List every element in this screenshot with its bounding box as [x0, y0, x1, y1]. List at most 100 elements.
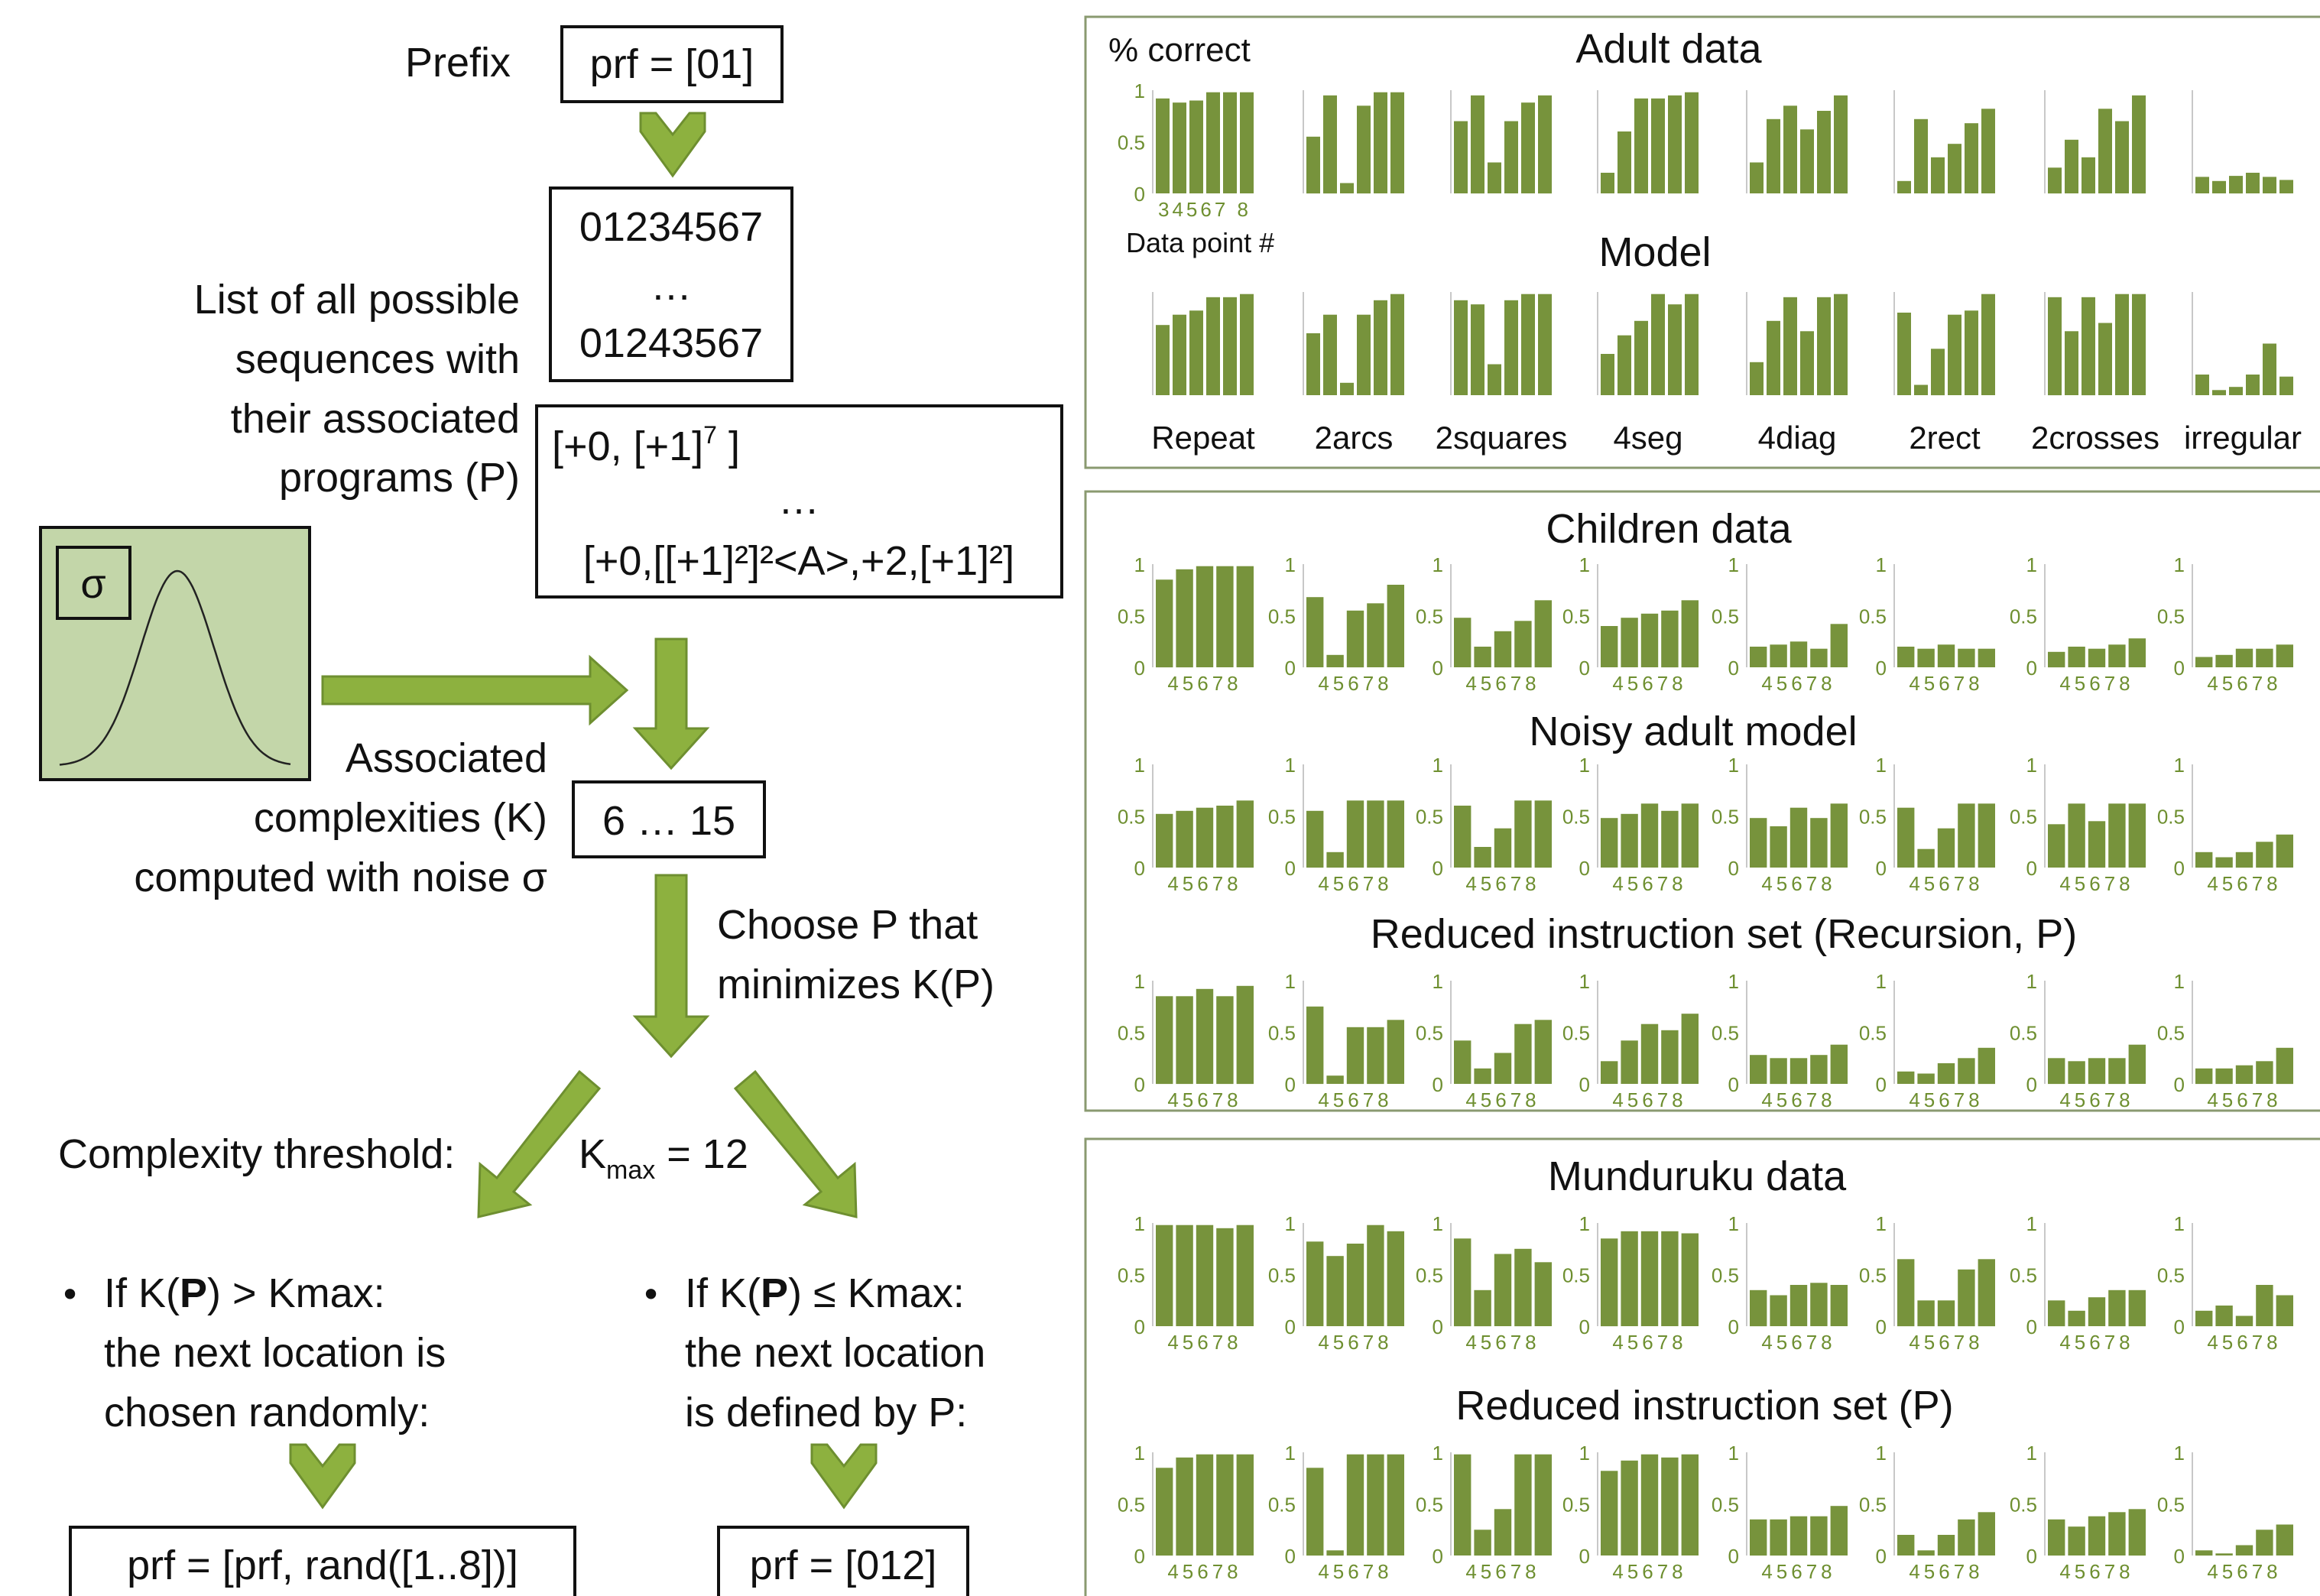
sequence-last: 01243567: [579, 320, 763, 366]
y-tick-label: 1: [1134, 970, 1145, 993]
bar: [1640, 613, 1659, 667]
y-tick-label: 0.5: [2157, 1022, 2185, 1045]
bar: [1346, 800, 1364, 868]
y-tick-label: 1: [2174, 1212, 2185, 1235]
y-tick-label: 0.5: [1712, 1022, 1739, 1045]
y-tick-label: 0.5: [1859, 605, 1887, 628]
x-tick-labels: 45678: [1612, 1560, 1686, 1583]
bar: [2068, 1061, 2085, 1084]
y-tick-label: 0.5: [1118, 131, 1145, 154]
y-tick-label: 0.5: [1712, 806, 1739, 829]
mini-bar-charts: 1 0.5 0 34567 8 1 0.5 0 45678 1 0.5 0 45678 1 0.5 0 456…: [1118, 79, 2293, 1583]
y-tick-label: 0.5: [1118, 806, 1145, 829]
bar-chart-4diag: 1 0.5 0 45678: [1712, 1442, 1848, 1583]
bar: [2068, 803, 2085, 868]
bar: [1770, 1295, 1787, 1326]
bar: [2082, 157, 2095, 194]
chevron-down-icon: [810, 1443, 878, 1510]
bar: [1621, 1231, 1638, 1326]
bar-chart-repeat: 1 0.5 0 45678: [1118, 1442, 1254, 1583]
x-tick-labels: 45678: [1465, 672, 1540, 695]
bar: [1800, 331, 1814, 395]
x-tick-labels: 45678: [1612, 1331, 1686, 1354]
bar: [2215, 857, 2233, 868]
y-tick-label: 0: [1579, 657, 1590, 680]
bar: [1917, 1073, 1935, 1084]
bar: [2088, 1516, 2106, 1555]
y-tick-label: 0.5: [1859, 1264, 1887, 1287]
bar: [2128, 1509, 2146, 1556]
bar-chart-repeat: 1 0.5 0 45678: [1118, 553, 1254, 695]
bar: [1978, 1047, 1995, 1085]
y-tick-label: 0.5: [2010, 605, 2037, 628]
bar: [1750, 362, 1764, 395]
y-tick-label: 0: [1579, 857, 1590, 880]
y-tick-label: 0.5: [2010, 806, 2037, 829]
bar: [1948, 314, 1961, 395]
y-tick-label: 0.5: [1562, 1022, 1590, 1045]
bar: [1789, 1516, 1808, 1555]
bar: [1621, 618, 1638, 667]
y-tick-label: 0: [1728, 657, 1739, 680]
kmax-label: Kmax = 12: [579, 1131, 748, 1185]
bar: [1640, 1023, 1659, 1084]
bar-chart-irregular: [2192, 90, 2293, 194]
y-tick-label: 0.5: [1859, 1022, 1887, 1045]
bar: [1236, 1225, 1254, 1326]
bar: [1937, 828, 1955, 868]
bar: [1978, 648, 1995, 667]
bar-chart-2crosses: 1 0.5 0 45678: [2010, 1212, 2146, 1354]
bar: [2276, 834, 2293, 868]
bar-chart-irregular: 1 0.5 0 45678: [2157, 754, 2293, 895]
y-tick-label: 0.5: [1562, 1494, 1590, 1517]
bar: [1767, 320, 1780, 395]
bar: [1323, 95, 1337, 194]
x-tick-labels: 45678: [2207, 1331, 2281, 1354]
bar-chart-repeat: 1 0.5 0 45678: [1118, 970, 1254, 1111]
bar-chart-irregular: [2192, 292, 2293, 396]
y-tick-label: 1: [1728, 970, 1739, 993]
y-tick-label: 1: [2026, 1212, 2037, 1235]
y-tick-label: 0: [1433, 1545, 1443, 1568]
bar-chart-2squares: 1 0.5 0 45678: [1416, 970, 1552, 1111]
x-axis-label: Data point #: [1126, 227, 1274, 258]
bar: [1454, 121, 1468, 193]
y-tick-label: 0.5: [2157, 806, 2185, 829]
bar: [2195, 177, 2209, 193]
y-tick-label: 1: [2026, 754, 2037, 777]
bar: [1390, 294, 1404, 395]
bar-chart-2arcs: 1 0.5 0 45678: [1268, 553, 1404, 695]
bar: [1474, 847, 1491, 868]
bar: [1981, 109, 1995, 193]
bar: [1306, 333, 1320, 395]
bar: [1965, 123, 1978, 193]
bar-chart-irregular: 1 0.5 0 45678: [2157, 1212, 2293, 1354]
bar: [1897, 807, 1915, 868]
bar: [1681, 803, 1699, 868]
bar: [2215, 654, 2233, 667]
y-tick-label: 1: [1285, 754, 1296, 777]
bar: [1750, 1055, 1767, 1084]
y-tick-label: 0.5: [2157, 605, 2185, 628]
y-tick-label: 1: [1433, 970, 1443, 993]
bar: [2212, 390, 2226, 396]
bar-chart-repeat: 1 0.5 0 34567 8: [1118, 79, 1254, 221]
category-label: irregular: [2184, 420, 2302, 456]
bar: [1514, 800, 1532, 868]
bar: [1601, 1238, 1618, 1327]
bar: [1189, 100, 1203, 193]
bar: [1156, 813, 1173, 868]
bar: [1387, 800, 1404, 868]
x-tick-labels: 45678: [1167, 1560, 1241, 1583]
right-line3: is defined by P:: [685, 1390, 967, 1435]
bar: [1156, 996, 1173, 1085]
bar-chart-2rect: 1 0.5 0 45678: [1859, 1442, 1995, 1583]
y-tick-label: 0: [1728, 1073, 1739, 1096]
bar: [1770, 826, 1787, 868]
y-tick-label: 0.5: [1712, 605, 1739, 628]
bar-chart-2crosses: 1 0.5 0 45678: [2010, 1442, 2146, 1583]
choose-label-line2: minimizes K(P): [717, 962, 995, 1007]
bar: [1621, 1460, 1638, 1555]
y-tick-label: 1: [1876, 1442, 1887, 1465]
chart-title-model: Model: [1598, 229, 1711, 275]
